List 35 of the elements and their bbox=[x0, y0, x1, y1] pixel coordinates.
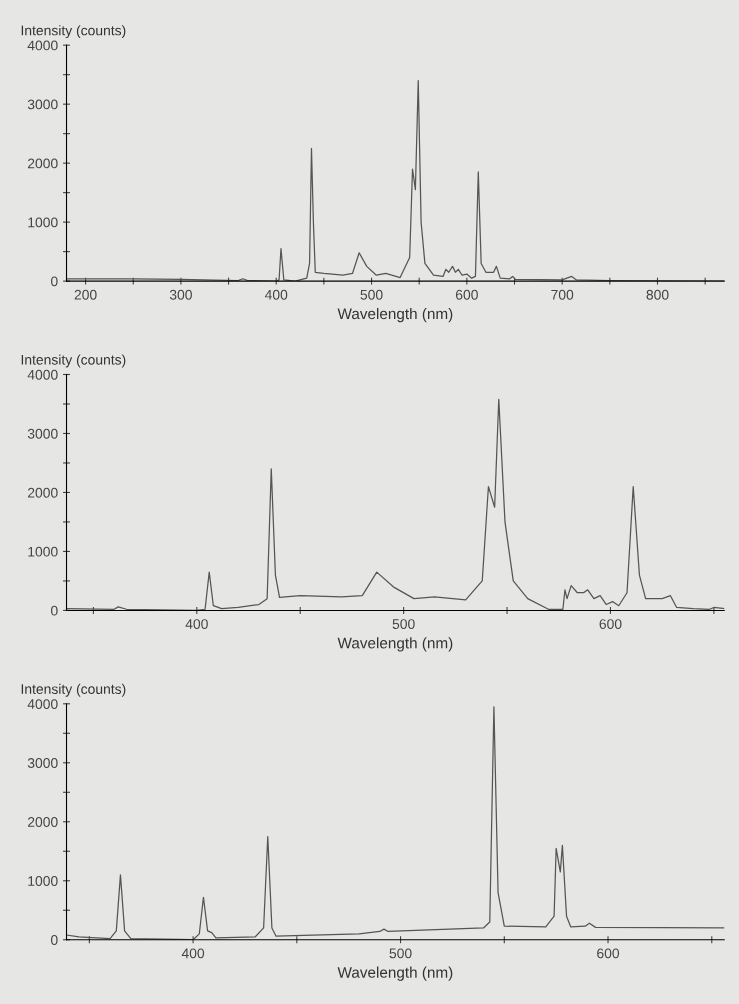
y-tick-label: 0 bbox=[51, 935, 58, 945]
x-axis-title: Wavelength (nm) bbox=[337, 307, 453, 323]
y-tick-label: 4000 bbox=[27, 40, 58, 51]
y-tick-label: 2000 bbox=[27, 158, 58, 169]
y-axis-title: Intensity (counts) bbox=[21, 354, 126, 368]
x-tick-label: 600 bbox=[597, 948, 620, 959]
x-tick-label: 300 bbox=[169, 289, 192, 300]
y-tick-label: 4000 bbox=[27, 369, 58, 380]
y-axis-title: Intensity (counts) bbox=[21, 683, 126, 697]
x-tick-label: 400 bbox=[264, 289, 288, 300]
x-tick-label: 600 bbox=[455, 289, 478, 300]
y-tick-label: 2000 bbox=[27, 487, 58, 498]
x-axis-title: Wavelength (nm) bbox=[337, 966, 453, 981]
y-tick-label: 1000 bbox=[28, 546, 58, 557]
y-tick-label: 2000 bbox=[27, 817, 58, 827]
y-axis-title: Intensity (counts) bbox=[21, 25, 126, 39]
x-tick-label: 400 bbox=[185, 619, 208, 629]
x-tick-label: 500 bbox=[389, 948, 412, 959]
y-tick-label: 3000 bbox=[27, 99, 58, 110]
x-tick-label: 200 bbox=[74, 289, 97, 300]
line-series bbox=[66, 706, 725, 940]
y-tick-label: 1000 bbox=[28, 876, 58, 886]
y-tick-label: 0 bbox=[51, 276, 58, 287]
x-tick-label: 600 bbox=[599, 619, 622, 629]
x-tick-label: 500 bbox=[360, 289, 383, 300]
x-tick-label: 500 bbox=[392, 619, 415, 629]
x-tick-label: 700 bbox=[551, 289, 574, 300]
y-tick-label: 1000 bbox=[28, 217, 58, 228]
x-tick-label: 800 bbox=[646, 289, 669, 300]
x-axis-title: Wavelength (nm) bbox=[337, 637, 453, 652]
y-tick-label: 3000 bbox=[27, 428, 58, 439]
y-tick-label: 3000 bbox=[27, 758, 58, 768]
y-tick-label: 0 bbox=[51, 605, 58, 616]
y-tick-label: 4000 bbox=[27, 699, 58, 709]
x-tick-label: 400 bbox=[181, 948, 205, 959]
